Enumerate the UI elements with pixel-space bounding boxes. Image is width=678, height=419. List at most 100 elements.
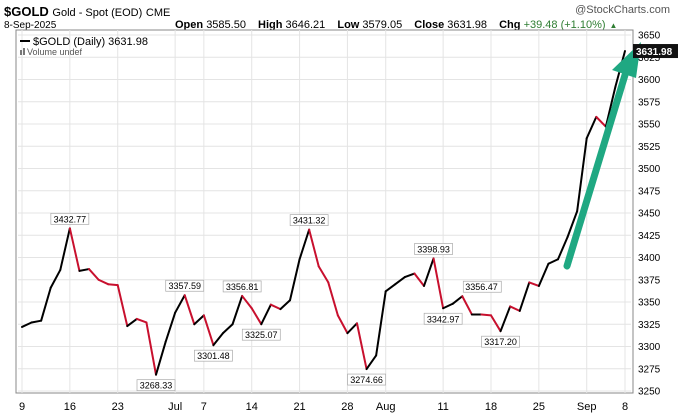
y-tick-label: 3600 bbox=[638, 75, 661, 86]
chart-title: $GOLD Gold - Spot (EOD) CME bbox=[4, 4, 170, 19]
y-tick-label: 3450 bbox=[638, 209, 661, 220]
price-segment bbox=[289, 258, 301, 302]
price-segment bbox=[231, 294, 244, 326]
x-tick-label: 8 bbox=[622, 401, 628, 413]
price-segment bbox=[97, 278, 110, 286]
price-segment bbox=[604, 85, 617, 128]
price-segment bbox=[40, 286, 52, 322]
data-label: 3268.33 bbox=[140, 381, 173, 391]
price-segment bbox=[269, 303, 282, 311]
data-label: 3357.59 bbox=[168, 281, 201, 291]
data-label: 3431.32 bbox=[293, 216, 326, 226]
price-segment bbox=[499, 305, 512, 333]
x-tick-label: 23 bbox=[112, 401, 124, 413]
x-tick-label: 11 bbox=[437, 401, 448, 413]
data-label-box bbox=[347, 373, 386, 386]
price-segment bbox=[49, 268, 62, 289]
x-tick-label: 25 bbox=[533, 401, 545, 413]
x-tick-label: 7 bbox=[201, 401, 207, 413]
stockcharts-logo: @StockCharts.com bbox=[575, 4, 670, 16]
close-label: Close bbox=[414, 19, 445, 31]
high-value: 3646.21 bbox=[285, 19, 326, 31]
price-segment bbox=[490, 314, 502, 333]
quote-date: 8-Sep-2025 bbox=[4, 20, 57, 31]
data-label-box bbox=[481, 335, 520, 348]
price-segment bbox=[442, 302, 454, 310]
data-label: 3274.66 bbox=[350, 375, 383, 385]
low-value: 3579.05 bbox=[362, 19, 403, 31]
quote-bar: Open 3585.50 High 3646.21 Low 3579.05 Cl… bbox=[175, 19, 617, 31]
y-tick-label: 3275 bbox=[638, 364, 661, 375]
legend-series: $GOLD (Daily) 3631.98 bbox=[33, 36, 148, 48]
data-label: 3356.47 bbox=[465, 282, 498, 292]
last-price-label: 3631.98 bbox=[636, 47, 673, 58]
price-segment bbox=[509, 305, 521, 312]
price-segment bbox=[327, 281, 339, 317]
x-tick-label: Sep bbox=[577, 401, 597, 413]
data-label: 3356.81 bbox=[226, 282, 259, 292]
low-label: Low bbox=[337, 19, 360, 31]
price-segment bbox=[59, 227, 71, 271]
price-segment bbox=[356, 322, 368, 371]
x-tick-label: 21 bbox=[293, 401, 305, 413]
data-label-box bbox=[289, 214, 329, 226]
x-tick-label: Jul bbox=[168, 401, 182, 413]
y-tick-label: 3375 bbox=[638, 275, 661, 286]
x-tick-label: Aug bbox=[376, 401, 396, 413]
price-segment bbox=[250, 307, 263, 326]
symbol: $GOLD bbox=[4, 4, 49, 19]
price-segment bbox=[585, 115, 598, 140]
y-tick-label: 3475 bbox=[638, 186, 661, 197]
price-segment bbox=[394, 276, 406, 286]
price-segment bbox=[30, 319, 43, 324]
data-label: 3342.97 bbox=[427, 314, 460, 324]
open-label: Open bbox=[175, 19, 204, 31]
price-segment bbox=[346, 322, 358, 335]
price-segment bbox=[365, 354, 378, 371]
data-label-box bbox=[222, 280, 262, 293]
legend: $GOLD (Daily) 3631.98 Volume undef bbox=[20, 36, 148, 57]
volume-icon bbox=[20, 50, 22, 55]
price-segment bbox=[557, 236, 569, 261]
x-tick-label: 9 bbox=[19, 401, 25, 413]
data-label-box bbox=[241, 328, 281, 341]
price-segment bbox=[68, 227, 81, 272]
y-tick-label: 3625 bbox=[638, 53, 661, 64]
price-segment bbox=[595, 115, 607, 128]
data-label-box bbox=[194, 349, 233, 362]
price-segment bbox=[126, 317, 138, 328]
price-segment bbox=[298, 228, 311, 261]
price-segment bbox=[107, 283, 119, 287]
price-segment bbox=[155, 341, 167, 376]
data-label: 3317.20 bbox=[484, 337, 517, 347]
y-tick-label: 3325 bbox=[638, 320, 661, 331]
up-triangle-icon: ▲ bbox=[609, 21, 618, 30]
last-price-box bbox=[633, 44, 678, 59]
price-segment bbox=[279, 299, 291, 311]
x-tick-label: 18 bbox=[485, 401, 497, 413]
open-value: 3585.50 bbox=[206, 19, 246, 31]
legend-volume: Volume undef bbox=[27, 47, 83, 57]
price-segment bbox=[241, 294, 253, 310]
price-segment bbox=[576, 137, 588, 213]
price-segment bbox=[528, 281, 540, 287]
y-tick-label: 3575 bbox=[638, 97, 661, 108]
y-tick-label: 3550 bbox=[638, 120, 661, 131]
price-segment bbox=[403, 272, 416, 279]
price-segment bbox=[423, 257, 435, 287]
high-label: High bbox=[258, 19, 283, 31]
price-segment bbox=[537, 262, 550, 287]
price-segment bbox=[78, 268, 90, 272]
data-label: 3398.93 bbox=[417, 244, 450, 254]
price-segment bbox=[566, 210, 579, 239]
price-segment bbox=[260, 303, 272, 326]
exchange: CME bbox=[145, 7, 171, 19]
price-segment bbox=[164, 311, 177, 344]
price-segment bbox=[461, 295, 473, 316]
y-tick-label: 3650 bbox=[638, 31, 661, 42]
price-segment bbox=[88, 268, 100, 281]
price-segment bbox=[145, 321, 157, 376]
price-segment bbox=[308, 228, 320, 268]
trend-arrow bbox=[563, 71, 629, 270]
